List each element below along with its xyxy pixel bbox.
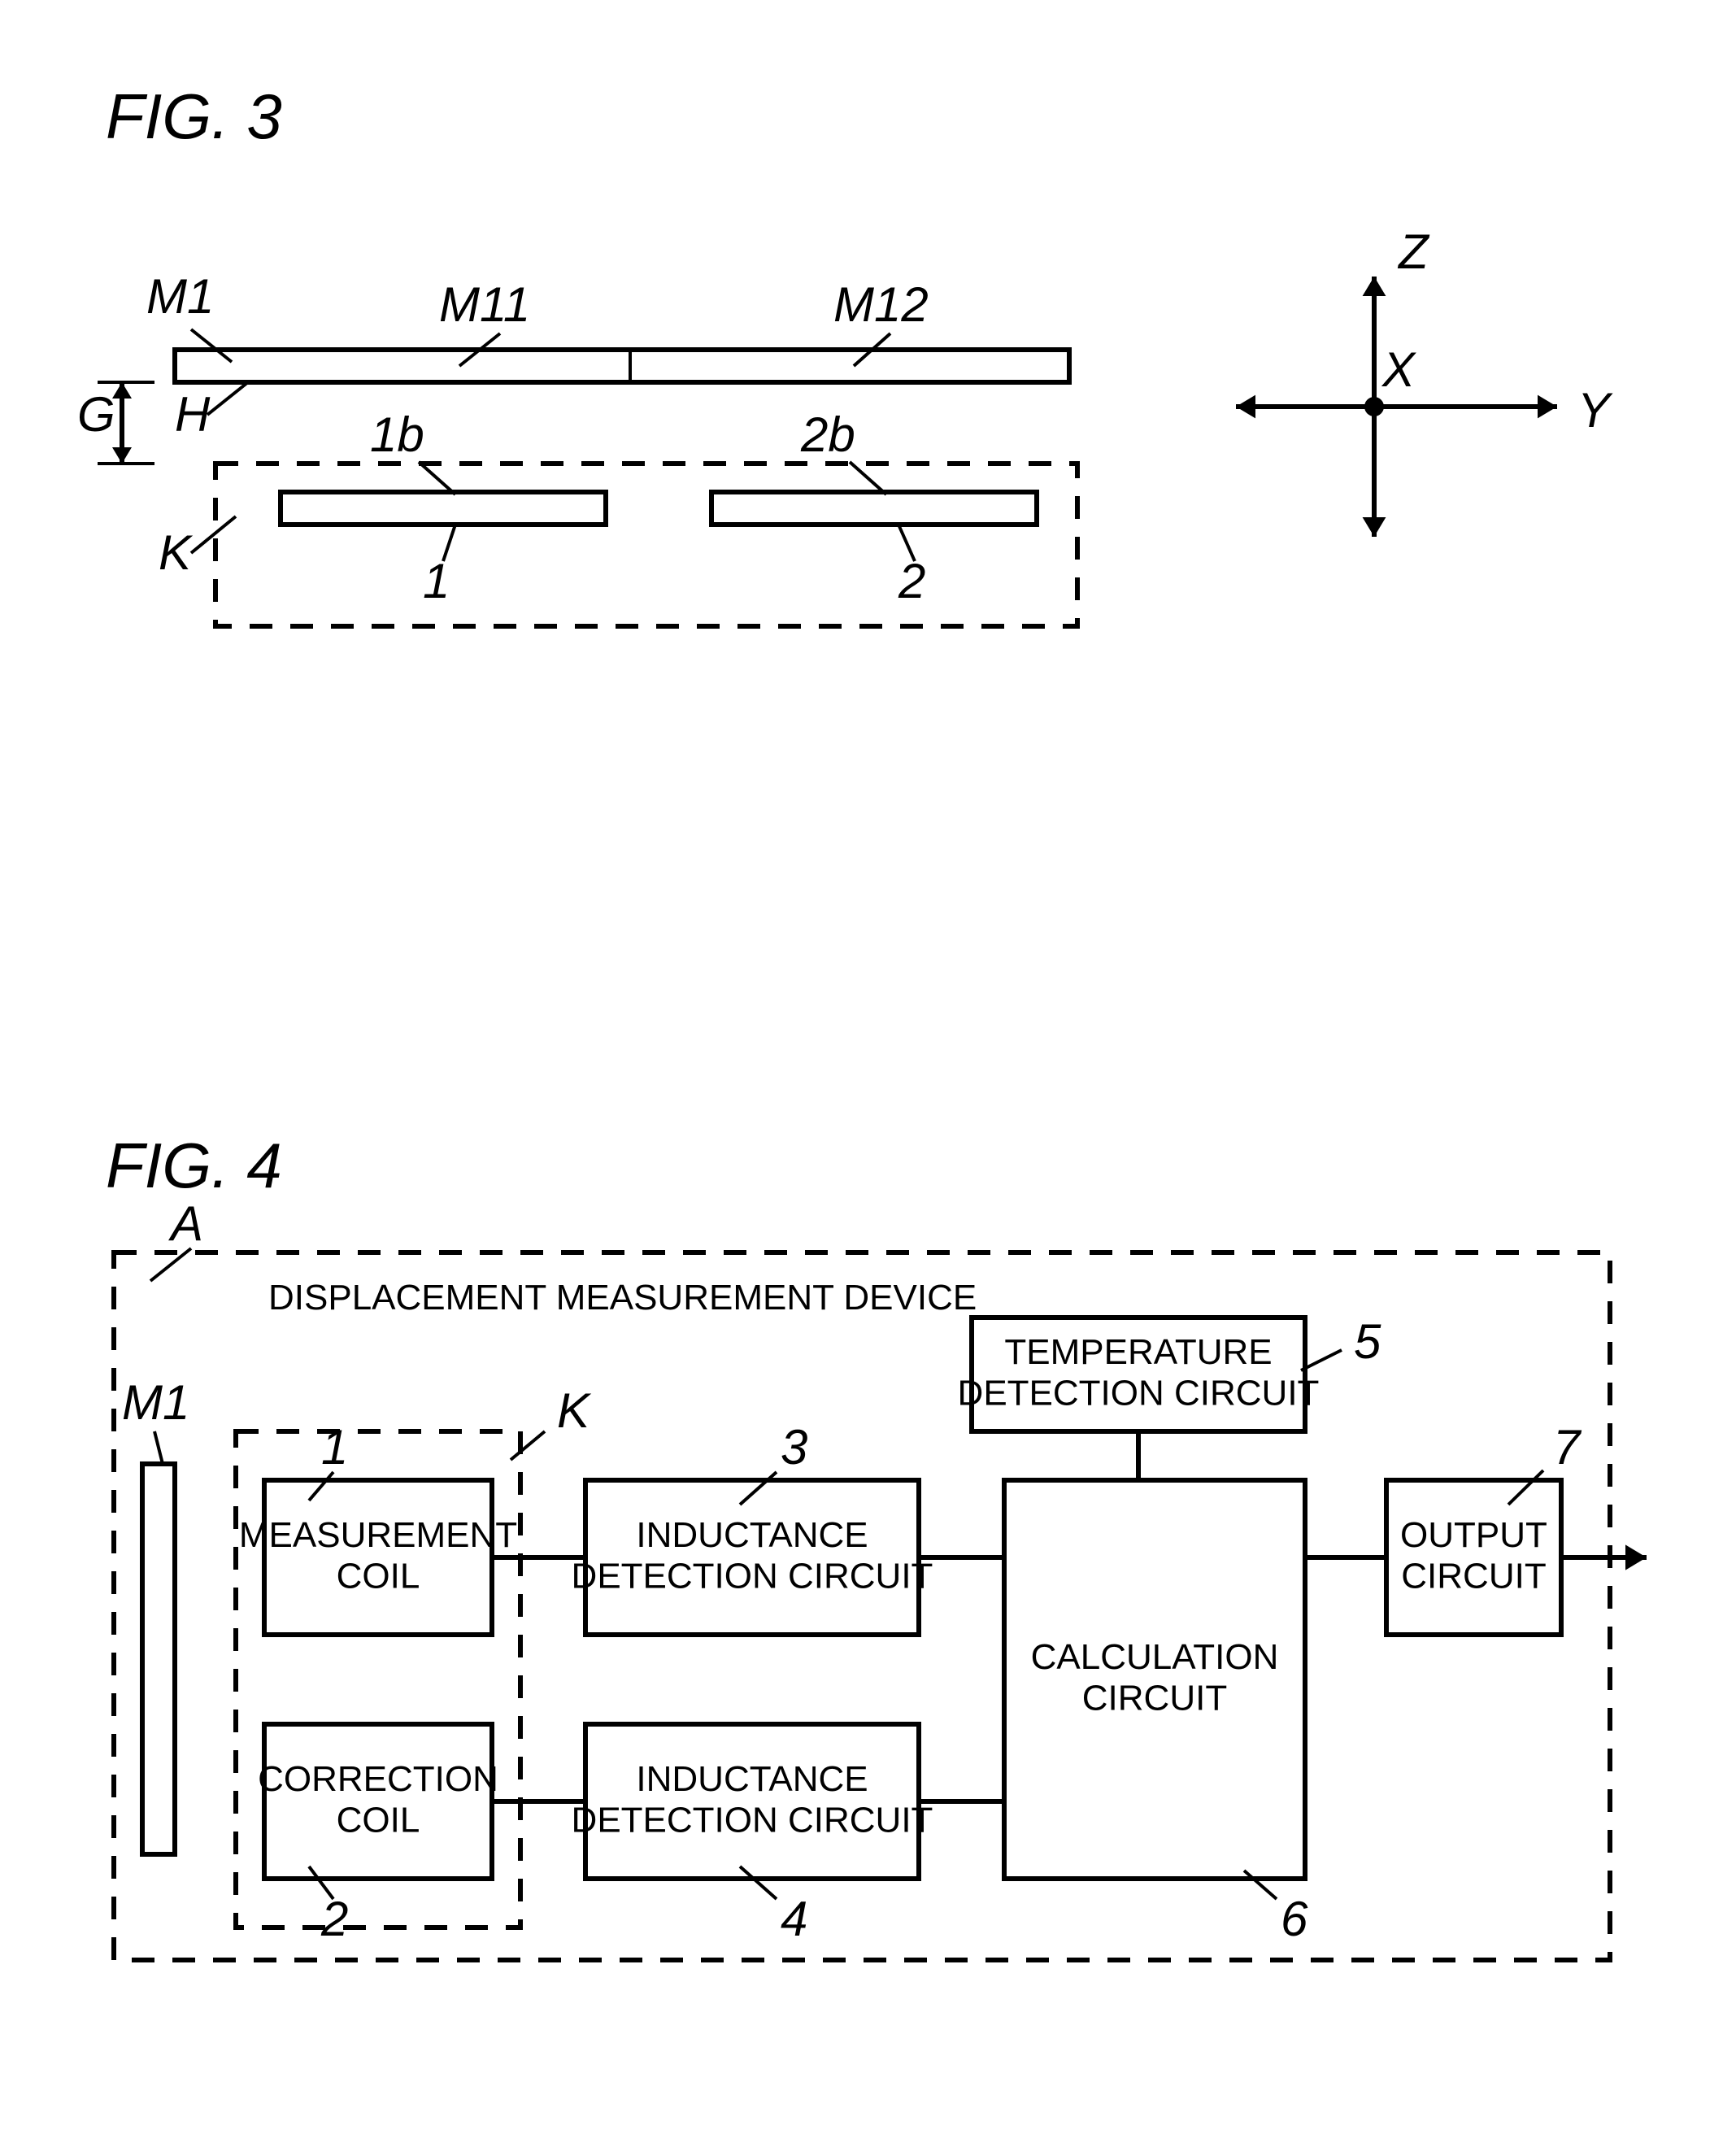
fig3-label-H: H xyxy=(175,387,211,442)
fig4-block-meas-line1: COIL xyxy=(337,1556,420,1596)
fig4-label-l6: 6 xyxy=(1281,1892,1308,1946)
fig3-label-l2: 2 xyxy=(898,554,925,608)
fig3-lead_H xyxy=(207,382,248,415)
fig3-dashbox-K xyxy=(215,464,1077,626)
fig4-label-l3: 3 xyxy=(781,1420,807,1474)
fig4-block-meas: MEASUREMENTCOIL xyxy=(239,1480,517,1635)
fig4-label-K: K xyxy=(557,1383,592,1438)
fig4-M1-rect xyxy=(142,1464,175,1854)
fig3-label-l1b: 1b xyxy=(370,407,424,462)
fig4-block-out-line1: CIRCUIT xyxy=(1401,1556,1546,1596)
fig4-block-calc-line1: CIRCUIT xyxy=(1082,1678,1227,1718)
fig4-label-l7: 7 xyxy=(1553,1420,1582,1474)
fig4-block-temp-line1: DETECTION CIRCUIT xyxy=(958,1373,1320,1413)
fig4-label-title: DISPLACEMENT MEASUREMENT DEVICE xyxy=(268,1278,977,1318)
fig4-block-meas-line0: MEASUREMENT xyxy=(239,1515,517,1555)
fig3-heading: FIG. 3 xyxy=(106,81,282,152)
fig4-heading: FIG. 4 xyxy=(106,1130,282,1201)
fig4-block-corr: CORRECTIONCOIL xyxy=(258,1724,498,1879)
fig4-block-out: OUTPUTCIRCUIT xyxy=(1386,1480,1561,1635)
fig4-label-l5: 5 xyxy=(1354,1314,1381,1369)
fig3-label-Z: Z xyxy=(1397,224,1430,279)
fig3-label-G: G xyxy=(77,387,115,442)
fig4-label-l1: 1 xyxy=(321,1420,348,1474)
fig3: FIG. 3 M1 M11 M12 G H K 1b 2b 1 2 X Y Z xyxy=(77,81,1613,626)
fig4-lead_K xyxy=(511,1431,545,1460)
fig4-block-ind1-line1: DETECTION CIRCUIT xyxy=(572,1556,933,1596)
fig4-block-calc: CALCULATIONCIRCUIT xyxy=(1004,1480,1305,1879)
fig4-block-temp: TEMPERATUREDETECTION CIRCUIT xyxy=(958,1318,1320,1431)
fig3-label-l2b: 2b xyxy=(800,407,855,462)
fig3-label-K: K xyxy=(159,525,194,580)
fig4-block-ind1-line0: INDUCTANCE xyxy=(636,1515,868,1555)
fig4-label-A: A xyxy=(168,1196,203,1251)
fig4-label-l2: 2 xyxy=(320,1892,348,1946)
fig4-lead_M1 xyxy=(154,1431,163,1464)
fig3-axis-origin xyxy=(1364,397,1384,416)
fig4-block-calc-line0: CALCULATION xyxy=(1031,1637,1279,1677)
fig4: FIG. 4MEASUREMENTCOILCORRECTIONCOILINDUC… xyxy=(106,1130,1647,1960)
fig3-label-X: X xyxy=(1381,342,1416,397)
fig4-block-ind2: INDUCTANCEDETECTION CIRCUIT xyxy=(572,1724,933,1879)
fig4-block-corr-line0: CORRECTION xyxy=(258,1759,498,1799)
fig4-block-corr-line1: COIL xyxy=(337,1800,420,1840)
fig3-label-Y: Y xyxy=(1577,383,1613,438)
fig3-rect-2 xyxy=(711,492,1037,525)
fig4-label-M1: M1 xyxy=(122,1375,189,1430)
fig4-block-ind1: INDUCTANCEDETECTION CIRCUIT xyxy=(572,1480,933,1635)
fig3-label-M1: M1 xyxy=(146,269,214,324)
fig4-block-ind2-line1: DETECTION CIRCUIT xyxy=(572,1800,933,1840)
fig4-block-temp-line0: TEMPERATURE xyxy=(1004,1332,1272,1372)
fig4-label-l4: 4 xyxy=(781,1892,807,1946)
fig3-label-l1: 1 xyxy=(423,554,450,608)
fig4-block-out-line0: OUTPUT xyxy=(1400,1515,1547,1555)
fig3-label-M11: M11 xyxy=(439,277,530,332)
fig3-label-M12: M12 xyxy=(833,277,929,332)
fig3-rect-1 xyxy=(281,492,606,525)
fig4-block-ind2-line0: INDUCTANCE xyxy=(636,1759,868,1799)
fig3-bar-M1 xyxy=(175,350,1069,382)
